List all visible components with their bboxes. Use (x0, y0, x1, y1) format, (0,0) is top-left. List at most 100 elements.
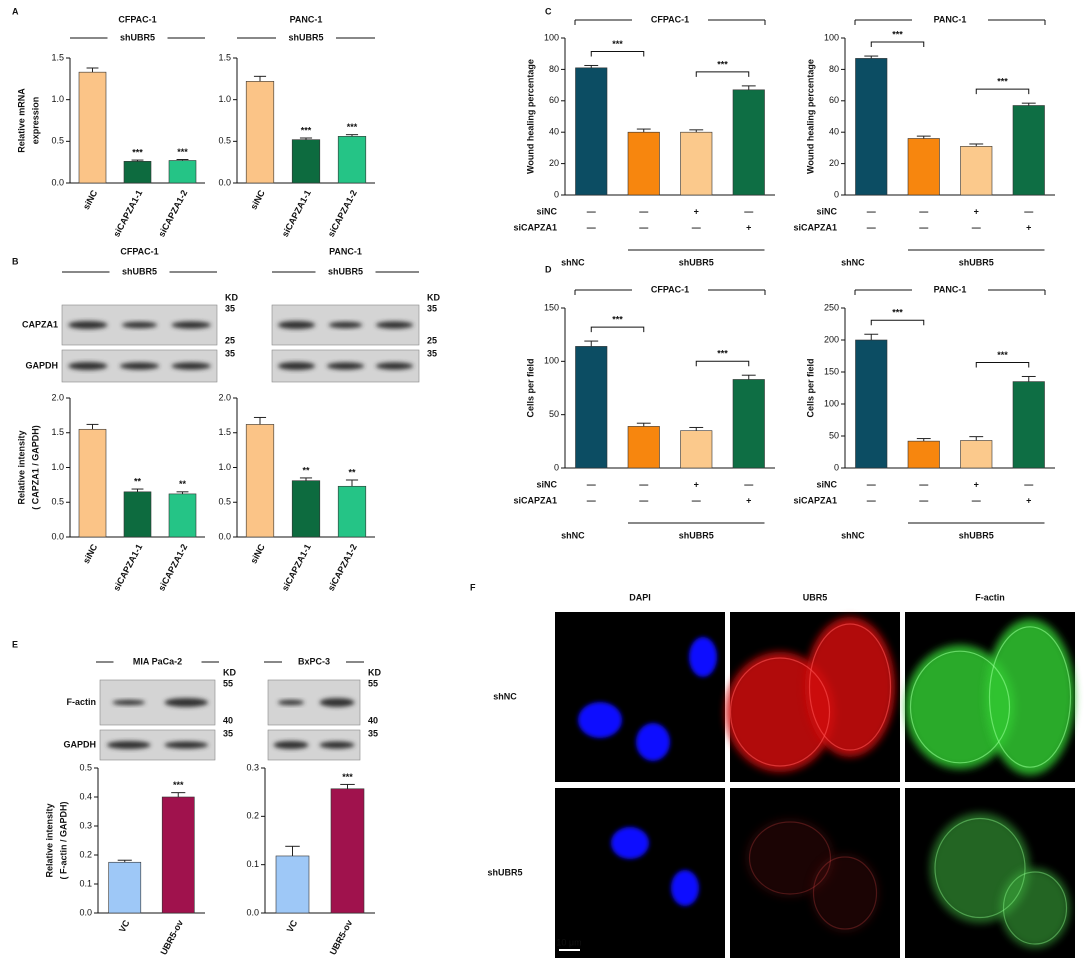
chart-subtitle: shUBR5 (288, 32, 323, 42)
blot-unit: KD (427, 292, 440, 302)
cell (689, 637, 717, 677)
condition-mark: — (867, 206, 876, 216)
condition-mark: — (692, 495, 701, 505)
bar (855, 58, 888, 196)
y-axis-label: Wound healing percentage (805, 59, 815, 174)
condition-mark: — (587, 222, 596, 232)
blot-band (68, 321, 108, 329)
y-tick-label: 20 (829, 158, 839, 168)
significance: ** (302, 465, 310, 475)
y-tick-label: 1.5 (51, 427, 64, 437)
marker-label: 25 (427, 335, 437, 345)
cell-edge (808, 623, 892, 751)
condition-mark: — (639, 479, 648, 489)
y-tick-label: 0.0 (246, 907, 259, 917)
x-tick-label: UBR5-ov (328, 918, 355, 956)
y-tick-label: 50 (829, 430, 839, 440)
y-axis-label: ( F-actin / GAPDH) (58, 801, 68, 879)
blot-band (273, 741, 309, 749)
bar (960, 440, 993, 469)
blot-band (171, 362, 211, 370)
micrograph (555, 788, 725, 958)
y-tick-label: 100 (544, 32, 559, 42)
significance: *** (717, 349, 728, 359)
y-tick-label: 0.3 (79, 820, 92, 830)
y-axis-label: ( CAPZA1 / GAPDH) (30, 425, 40, 510)
y-tick-label: 1.5 (51, 52, 64, 62)
condition-mark: — (867, 222, 876, 232)
significance: *** (177, 147, 188, 157)
condition-mark: — (919, 479, 928, 489)
y-tick-label: 60 (549, 95, 559, 105)
x-tick-label: siCAPZA1-2 (156, 542, 189, 592)
condition-mark: + (1026, 222, 1031, 232)
blot-band (277, 699, 305, 706)
y-tick-label: 80 (549, 64, 559, 74)
y-tick-label: 0.0 (79, 907, 92, 917)
y-tick-label: 0.5 (51, 136, 64, 146)
y-tick-label: 0.0 (51, 531, 64, 541)
bar (161, 796, 195, 914)
bar (330, 788, 365, 914)
marker-label: 40 (223, 715, 233, 725)
significance: *** (997, 77, 1008, 87)
blot-band (121, 321, 158, 329)
comparison-bracket: *** (695, 59, 750, 77)
significance: *** (717, 59, 728, 69)
cell (578, 702, 622, 738)
group-label: shNC (841, 257, 865, 267)
protein-label: F-actin (66, 697, 96, 707)
condition-mark: — (587, 206, 596, 216)
group-label: shUBR5 (959, 257, 994, 267)
y-tick-label: 20 (549, 158, 559, 168)
scale-bar-label: 10 μm (556, 937, 581, 947)
significance: *** (301, 125, 312, 135)
chart-title: CFPAC-1 (651, 14, 689, 24)
blot-unit: KD (368, 667, 381, 677)
y-tick-label: 200 (824, 334, 839, 344)
condition-name: siCAPZA1 (513, 495, 557, 505)
significance: *** (342, 772, 353, 782)
blot-unit: KD (225, 292, 238, 302)
marker-label: 55 (368, 678, 378, 688)
comparison-bracket: *** (975, 350, 1030, 368)
panel-letter: C (545, 6, 552, 16)
blot-title: PANC-1 (329, 246, 362, 256)
significance: *** (892, 308, 903, 318)
y-tick-label: 0 (834, 462, 839, 472)
significance: *** (132, 147, 143, 157)
blot-band (164, 698, 209, 707)
panel-letter: A (12, 6, 19, 16)
y-tick-label: 0.0 (218, 531, 231, 541)
bar (732, 379, 765, 469)
bar (337, 136, 367, 184)
bar (123, 491, 152, 538)
y-tick-label: 0.5 (79, 762, 92, 772)
marker-label: 25 (225, 335, 235, 345)
chart-subtitle: shUBR5 (120, 32, 155, 42)
condition-mark: — (919, 206, 928, 216)
marker-label: 40 (368, 715, 378, 725)
y-tick-label: 100 (824, 398, 839, 408)
condition-mark: — (867, 495, 876, 505)
bar (627, 131, 660, 196)
blot-band (68, 362, 108, 370)
bracket (975, 88, 1030, 95)
blot-title: CFPAC-1 (120, 246, 158, 256)
x-tick-label: siCAPZA1-1 (280, 188, 313, 238)
condition-mark: — (744, 206, 753, 216)
bar (168, 493, 197, 538)
x-tick-label: VC (117, 918, 132, 934)
group-label: shNC (841, 530, 865, 540)
y-tick-label: 50 (549, 409, 559, 419)
bracket (870, 41, 925, 48)
blot-band (319, 741, 355, 749)
condition-mark: + (974, 206, 979, 216)
cell (611, 827, 649, 859)
condition-name: siNC (816, 479, 837, 489)
y-tick-label: 1.0 (218, 462, 231, 472)
condition-mark: + (694, 206, 699, 216)
cell-edge (1002, 871, 1068, 945)
cell-edge (748, 821, 832, 895)
condition-name: siCAPZA1 (793, 495, 837, 505)
